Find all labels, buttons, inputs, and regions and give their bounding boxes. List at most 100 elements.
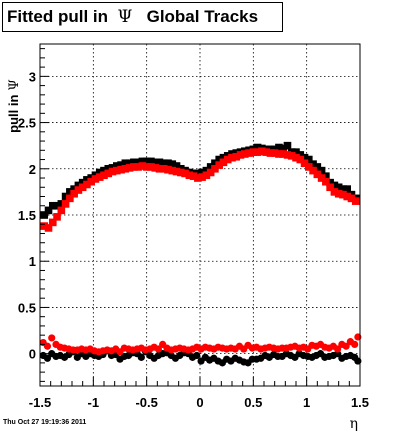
data-point [155,164,164,173]
x-tick-label: -1 [88,395,100,410]
data-point [211,159,219,168]
data-point [74,181,83,190]
x-tick-label: 0 [196,395,203,410]
data-point [287,152,296,160]
data-point [130,163,138,171]
data-point [57,206,66,215]
data-point [270,149,279,157]
data-point [125,159,134,168]
y-tick-label: 1 [29,254,36,269]
data-point [258,147,266,156]
data-point [44,206,53,215]
data-point [168,166,177,175]
data-point [83,176,91,184]
data-point [43,342,52,350]
data-point [66,194,74,203]
data-point [147,157,155,166]
x-tick-label: -0.5 [135,395,157,410]
data-point [198,173,206,181]
data-point [253,143,262,152]
data-point [313,170,322,179]
data-point [49,218,57,227]
data-point [330,188,339,196]
data-point [296,151,305,159]
data-point [142,157,151,166]
data-point [223,155,232,164]
data-point [343,185,351,193]
data-point [334,183,343,192]
data-point [275,150,283,158]
y-tick-label: 2 [29,162,36,177]
data-point [300,159,309,168]
data-point [305,155,313,164]
data-point [241,150,249,158]
data-point [164,159,172,168]
data-point [104,169,113,178]
data-point [100,166,108,175]
title-psi-symbol: Ψ [117,7,133,27]
data-point [211,164,219,173]
data-point [343,192,351,201]
data-point [300,153,309,162]
data-point [292,153,300,162]
x-tick-label: 1 [303,395,310,410]
data-point [305,163,313,171]
data-point [177,168,185,177]
data-point [83,180,91,189]
data-point [151,158,159,167]
timestamp: Thu Oct 27 19:19:36 2011 [3,419,87,426]
data-point [296,155,305,164]
data-point [326,183,334,192]
y-tick-label: 0 [29,347,36,362]
data-point [309,160,317,168]
data-point [142,163,151,171]
data-point [70,189,78,198]
data-point [313,163,322,171]
y-tick-label: 3 [29,69,36,84]
data-point [125,164,134,172]
data-point [334,345,342,353]
y-axis-label: pull in Ψ [6,79,22,133]
data-point [151,164,159,172]
data-point [61,200,70,208]
data-point [292,148,300,156]
data-point [283,141,292,150]
data-point [66,188,74,196]
x-tick-label: -1.5 [29,395,51,410]
data-point [351,197,360,205]
data-point [249,148,258,156]
data-point [351,340,359,349]
data-point [215,161,223,169]
data-point [330,181,339,190]
data-point [339,185,347,193]
data-point [87,177,95,186]
data-point [74,186,83,194]
data-point [108,167,117,176]
data-point [121,159,130,168]
data-point [334,189,343,198]
data-point [95,168,104,177]
data-point [185,171,194,180]
data-point [43,354,52,362]
data-point [322,177,330,186]
data-point [164,165,172,174]
data-point [78,178,87,187]
data-point [206,163,215,171]
data-point [194,169,202,178]
data-point [44,224,53,232]
data-point [317,166,326,175]
x-axis-label: η [350,416,358,432]
data-point [172,167,181,176]
data-point [91,175,100,183]
data-point [215,155,223,164]
data-point [104,164,113,173]
data-point [198,168,206,177]
data-point [172,162,181,170]
data-point [117,165,125,174]
data-point [78,183,87,192]
data-point [253,148,262,156]
y-axis-label-prefix: pull in [6,95,21,133]
data-point [279,150,287,158]
chart-title: Fitted pull in Ψ Global Tracks [2,2,283,32]
